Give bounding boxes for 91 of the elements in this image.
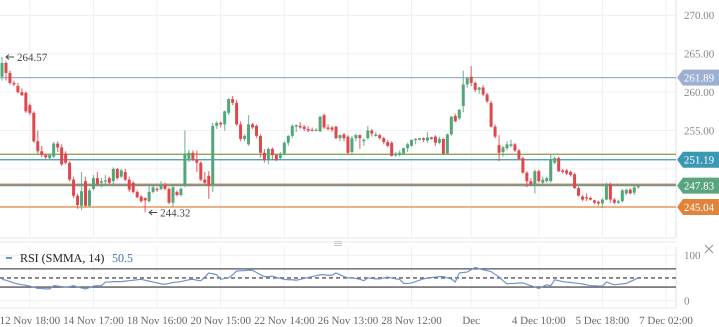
- candlestick: [486, 92, 489, 104]
- candlestick: [498, 134, 501, 162]
- candlestick: [608, 182, 612, 204]
- line-series: [1, 266, 639, 290]
- candlestick: [350, 135, 354, 154]
- x-tick-label: Dec: [462, 314, 480, 327]
- annotation: 264.57: [17, 52, 48, 64]
- candlestick: [557, 156, 560, 173]
- candlestick: [266, 146, 270, 165]
- candlestick: [239, 120, 242, 142]
- candlestick: [96, 171, 99, 186]
- candlestick: [199, 160, 202, 182]
- candlestick: [207, 170, 210, 200]
- x-tick-label: 7 Dec 02:00: [639, 314, 694, 327]
- candlestick: [132, 180, 135, 194]
- candlestick: [620, 188, 624, 204]
- candlestick: [40, 145, 44, 158]
- candlestick: [72, 176, 76, 199]
- candlestick: [577, 186, 580, 198]
- candlestick: [270, 146, 274, 160]
- legend-label: RSI (SMMA, 14): [20, 251, 104, 266]
- candlestick: [549, 154, 552, 184]
- candlestick: [318, 115, 322, 133]
- candlestick: [537, 169, 540, 184]
- annotation: 50.5: [112, 251, 133, 266]
- y-tick-label: 265.00: [684, 48, 715, 61]
- candlestick: [346, 134, 350, 155]
- candlestick: [573, 172, 576, 190]
- candlestick: [482, 84, 485, 97]
- ref-line-label: 245.04: [684, 202, 715, 214]
- x-tick-label: 5 Dec 18:00: [576, 314, 630, 327]
- annotation: 244.32: [160, 207, 190, 220]
- candlestick: [442, 138, 445, 156]
- candlestick: [247, 114, 250, 146]
- candlestick: [426, 131, 429, 144]
- candlestick: [494, 124, 497, 139]
- y-tick-label: 0: [684, 296, 690, 308]
- candlestick: [513, 142, 516, 153]
- candlestick: [68, 160, 72, 182]
- candlestick: [306, 125, 310, 133]
- x-tick-label: 26 Nov 13:00: [318, 314, 379, 327]
- candlestick: [168, 186, 171, 205]
- candlestick: [434, 134, 437, 146]
- candlestick: [362, 138, 366, 146]
- candlestick: [219, 120, 222, 128]
- candlestick: [470, 65, 473, 87]
- candlestick: [366, 125, 370, 140]
- candlestick: [52, 141, 56, 159]
- x-tick-label: 14 Nov 17:00: [63, 314, 124, 327]
- candlestick: [120, 168, 123, 179]
- candlestick: [600, 197, 604, 209]
- candlestick: [254, 124, 258, 139]
- candlestick: [358, 134, 362, 150]
- candlestick: [290, 124, 294, 139]
- candlestick: [64, 150, 68, 165]
- candlestick: [88, 187, 91, 208]
- candlestick: [8, 70, 12, 86]
- candlestick: [60, 144, 64, 166]
- candlestick: [322, 113, 326, 130]
- candlestick: [505, 140, 508, 152]
- y-tick-label: 100: [684, 250, 701, 262]
- x-tick-label: 18 Nov 16:00: [126, 314, 188, 327]
- candlestick: [258, 134, 262, 158]
- candlestick: [76, 192, 80, 210]
- ref-line-label: 251.19: [684, 154, 715, 167]
- candlestick: [16, 82, 20, 94]
- candlestick: [235, 99, 238, 127]
- candlestick: [525, 170, 528, 188]
- ref-line-label: 261.89: [684, 72, 715, 84]
- candlestick: [0, 56, 4, 82]
- y-tick-label: 260.00: [684, 86, 715, 99]
- y-tick-label: 270.00: [684, 10, 715, 22]
- x-tick-label: 22 Nov 14:00: [254, 314, 316, 327]
- x-tick-label: 4 Dec 10:00: [512, 314, 566, 327]
- candlestick: [298, 121, 302, 130]
- x-tick-label: 12 Nov 18:00: [0, 314, 61, 327]
- candlestick: [390, 140, 394, 158]
- candlestick: [334, 125, 338, 140]
- candlestick: [116, 168, 119, 180]
- candlestick: [262, 148, 266, 164]
- candlestick: [406, 142, 410, 153]
- candlestick: [144, 196, 147, 214]
- ref-line-label: 247.83: [684, 180, 715, 192]
- x-tick-label: 28 Nov 12:00: [381, 314, 442, 327]
- candlestick: [231, 95, 234, 106]
- y-tick-label: 255.00: [684, 125, 715, 138]
- candlestick: [4, 60, 8, 82]
- candlestick: [502, 145, 505, 158]
- x-tick-label: 20 Nov 15:00: [190, 314, 252, 327]
- candlestick: [24, 90, 28, 114]
- candlestick: [490, 100, 493, 128]
